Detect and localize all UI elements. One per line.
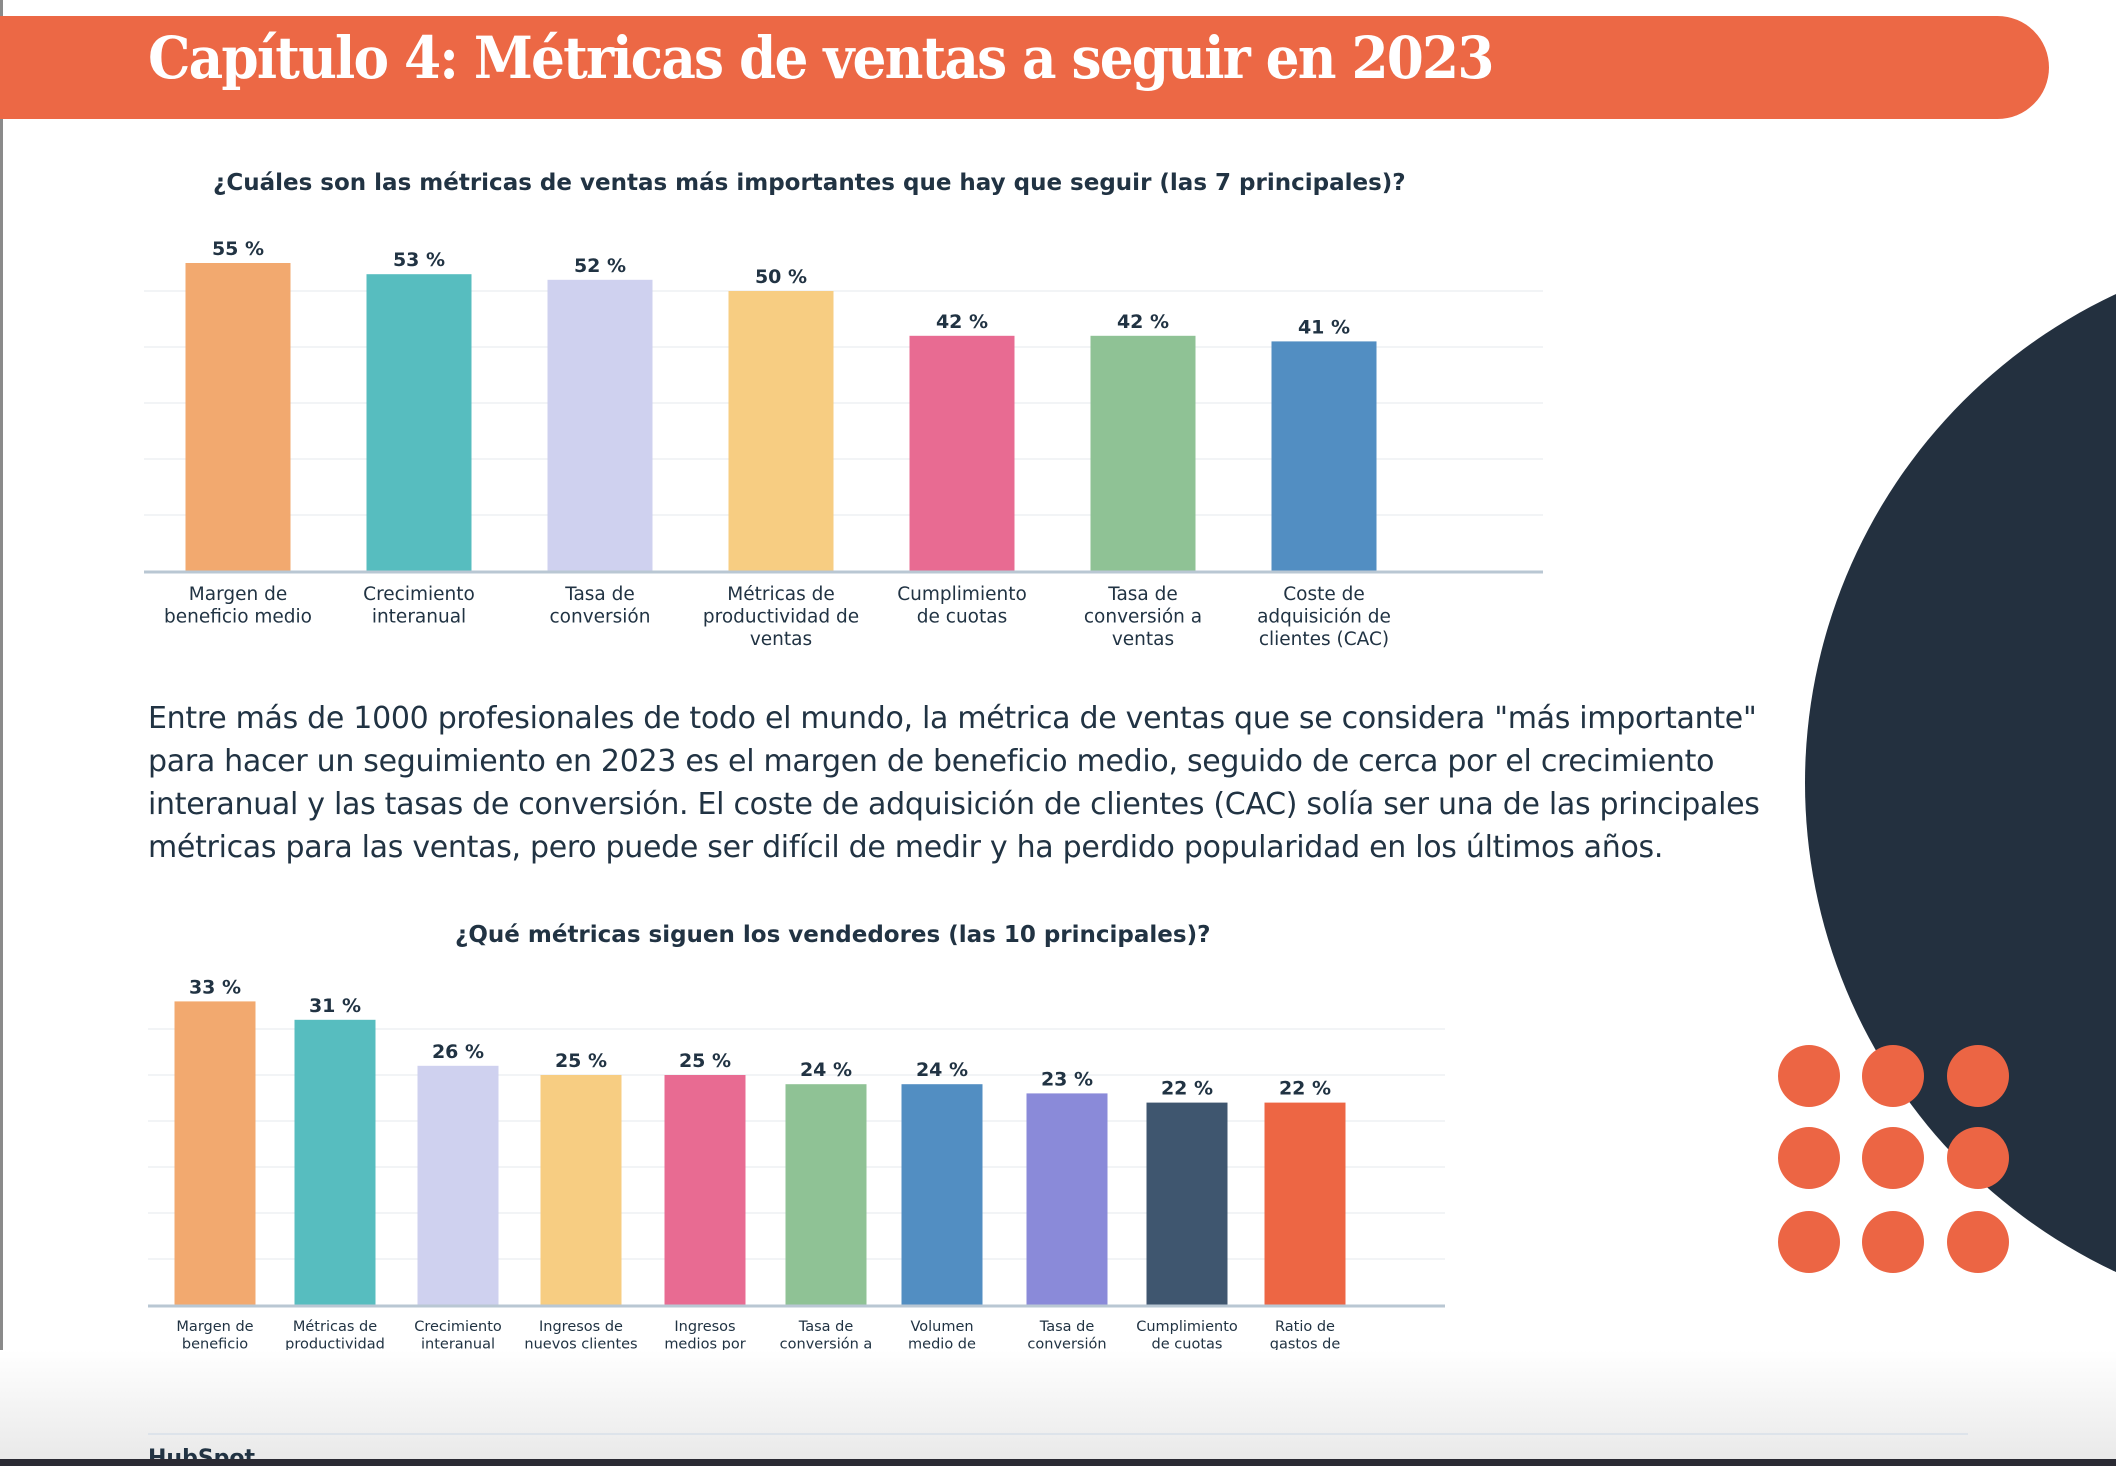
- chart-1-title: ¿Cuáles son las métricas de ventas más i…: [213, 170, 1406, 196]
- bar: [909, 335, 1015, 571]
- bar: [366, 274, 472, 571]
- data-label: 55 %: [212, 238, 264, 260]
- category-label: Crecimiento: [414, 1319, 502, 1335]
- chapter-header: Capítulo 4: Métricas de ventas a seguir …: [0, 16, 2049, 119]
- dot-decoration: [1947, 1211, 2009, 1273]
- category-label: medio de: [908, 1337, 976, 1353]
- bar: [1271, 341, 1377, 571]
- bar: [547, 279, 653, 571]
- data-label: 33 %: [189, 976, 241, 998]
- category-label: beneficio: [182, 1337, 248, 1353]
- dot-decoration: [1862, 1045, 1924, 1107]
- category-label: ventas: [750, 629, 812, 650]
- footer-divider: [148, 1433, 1968, 1435]
- category-label: Métricas de: [293, 1319, 377, 1335]
- dot-decoration: [1862, 1127, 1924, 1189]
- data-label: 23 %: [1041, 1068, 1093, 1090]
- data-label: 25 %: [555, 1050, 607, 1072]
- data-label: 42 %: [936, 311, 988, 333]
- data-label: 53 %: [393, 249, 445, 271]
- data-label: 22 %: [1161, 1078, 1213, 1100]
- category-label: de cuotas: [917, 607, 1007, 628]
- bar: [185, 263, 291, 571]
- category-label: interanual: [372, 607, 466, 628]
- category-label: Cumplimiento: [1136, 1319, 1238, 1335]
- bar: [1264, 1102, 1346, 1305]
- category-label: conversión a: [780, 1337, 873, 1353]
- bar: [294, 1019, 376, 1305]
- dot-decoration: [1778, 1211, 1840, 1273]
- category-label: Crecimiento: [363, 584, 475, 605]
- category-label: interanual: [421, 1337, 495, 1353]
- category-label: gastos de: [1270, 1337, 1341, 1353]
- category-label: conversión: [550, 607, 651, 628]
- category-label: beneficio medio: [164, 607, 312, 628]
- category-label: Cumplimiento: [897, 584, 1027, 605]
- category-label: Volumen: [910, 1319, 973, 1335]
- category-label: productividad de: [703, 607, 859, 628]
- bar: [1026, 1093, 1108, 1305]
- dot-decoration: [1862, 1211, 1924, 1273]
- data-label: 50 %: [755, 266, 807, 288]
- data-label: 24 %: [800, 1059, 852, 1081]
- data-label: 52 %: [574, 255, 626, 277]
- dark-circle-decoration: [1805, 294, 2116, 1272]
- category-label: Tasa de: [798, 1319, 854, 1335]
- category-label: nuevos clientes: [524, 1337, 637, 1353]
- data-label: 26 %: [432, 1041, 484, 1063]
- dot-decoration: [1778, 1127, 1840, 1189]
- bar: [1146, 1102, 1228, 1305]
- chart-2-title: ¿Qué métricas siguen los vendedores (las…: [455, 922, 1211, 948]
- category-label: Tasa de: [1039, 1319, 1095, 1335]
- bar: [664, 1075, 746, 1305]
- dot-decoration: [1778, 1045, 1840, 1107]
- category-label: Tasa de: [1107, 584, 1178, 605]
- data-label: 25 %: [679, 1050, 731, 1072]
- category-label: Ingresos: [674, 1319, 735, 1335]
- category-label: Ingresos de: [539, 1319, 623, 1335]
- category-label: conversión a: [1084, 607, 1202, 628]
- bottom-fade: [0, 1350, 2116, 1460]
- page-title: Capítulo 4: Métricas de ventas a seguir …: [148, 24, 1494, 92]
- bar: [417, 1065, 499, 1305]
- bottom-edge: [0, 1459, 2116, 1466]
- category-label: ventas: [1112, 629, 1174, 650]
- category-label: Margen de: [189, 584, 287, 605]
- bar: [728, 291, 834, 571]
- bar: [174, 1001, 256, 1305]
- dot-grid-decoration: [1778, 1045, 2009, 1273]
- category-label: productividad: [285, 1337, 385, 1353]
- data-label: 42 %: [1117, 311, 1169, 333]
- bar: [901, 1084, 983, 1305]
- body-paragraph: Entre más de 1000 profesionales de todo …: [148, 701, 1760, 865]
- dot-decoration: [1947, 1127, 2009, 1189]
- bar: [1090, 335, 1196, 571]
- data-label: 22 %: [1279, 1078, 1331, 1100]
- bar: [785, 1084, 867, 1305]
- hubspot-logo: HubSpot: [148, 1448, 255, 1459]
- data-label: 24 %: [916, 1059, 968, 1081]
- category-label: conversión: [1027, 1337, 1106, 1353]
- dot-decoration: [1947, 1045, 2009, 1107]
- category-label: Métricas de: [727, 584, 835, 605]
- category-label: Coste de: [1283, 584, 1365, 605]
- category-label: clientes (CAC): [1259, 629, 1389, 650]
- data-label: 31 %: [309, 995, 361, 1017]
- bar: [540, 1075, 622, 1305]
- category-label: Ratio de: [1275, 1319, 1335, 1335]
- category-label: de cuotas: [1152, 1337, 1223, 1353]
- category-label: Margen de: [176, 1319, 253, 1335]
- data-label: 41 %: [1298, 316, 1350, 338]
- category-label: adquisición de: [1257, 607, 1391, 628]
- category-label: medios por: [664, 1337, 745, 1353]
- category-label: Tasa de: [564, 584, 635, 605]
